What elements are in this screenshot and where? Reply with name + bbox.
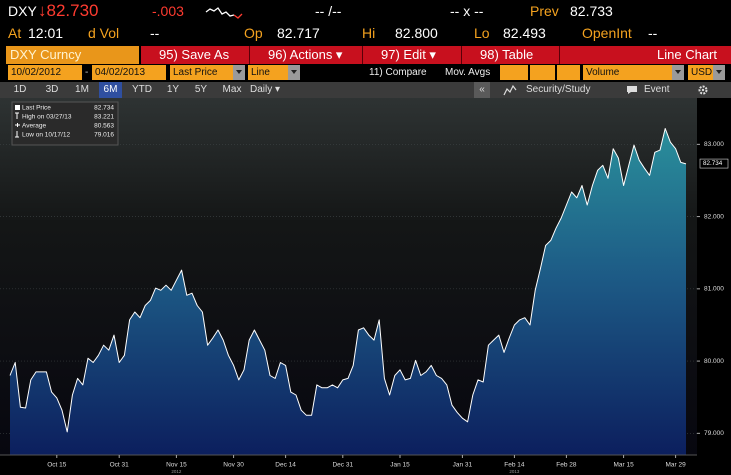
x-tick-label: Jan 15 bbox=[390, 462, 410, 469]
event-button[interactable]: Event bbox=[644, 84, 670, 95]
x-tick-label: Feb 28 bbox=[556, 462, 577, 469]
series-line bbox=[9, 128, 687, 433]
period-button[interactable]: 1D bbox=[13, 84, 27, 95]
security-study-button[interactable]: Security/Study bbox=[526, 84, 591, 95]
chart: Last Price High on 03/27/13 Average Low … bbox=[0, 98, 731, 475]
open-label: Op bbox=[244, 25, 263, 41]
x-year-label: 2013 bbox=[509, 469, 520, 474]
dropdown-arrow[interactable] bbox=[233, 65, 245, 80]
openint-value: -- bbox=[648, 25, 658, 41]
y-tick-label: 83.000 bbox=[704, 141, 724, 148]
legend-label: Last Price bbox=[22, 105, 51, 112]
legend-label: Average bbox=[22, 123, 46, 130]
period-button[interactable]: YTD bbox=[132, 84, 152, 95]
legend-icon bbox=[15, 123, 20, 127]
bid-ask: -- /-- bbox=[315, 3, 342, 19]
vol-label: d Vol bbox=[88, 25, 120, 41]
security-field[interactable]: DXY Curncy bbox=[6, 46, 139, 64]
collapse-button[interactable]: « bbox=[474, 82, 490, 98]
legend-box bbox=[11, 101, 119, 146]
high-value: 82.800 bbox=[395, 25, 438, 41]
net-change: -.003 bbox=[152, 3, 184, 19]
prev-value: 82.733 bbox=[570, 3, 613, 19]
period-bar bbox=[0, 82, 731, 98]
period-button[interactable]: 1M bbox=[75, 84, 89, 95]
bid-ask-size: -- x -- bbox=[450, 3, 484, 19]
event-icon bbox=[627, 86, 637, 94]
x-tick-label: Oct 15 bbox=[47, 462, 67, 469]
x-tick-label: Jan 31 bbox=[453, 462, 473, 469]
compare-button[interactable]: 11) Compare bbox=[369, 67, 427, 78]
mov-avg-field[interactable] bbox=[530, 65, 555, 80]
period-button[interactable]: 5Y bbox=[194, 84, 208, 95]
frequency-select[interactable]: Daily ▾ bbox=[250, 84, 281, 95]
x-tick-label: Nov 30 bbox=[223, 462, 244, 469]
currency-select[interactable]: USD bbox=[688, 65, 713, 80]
legend-value: 79.016 bbox=[94, 132, 114, 139]
legend-value: 80.563 bbox=[94, 123, 114, 130]
series-area bbox=[10, 128, 686, 455]
actions-button[interactable]: 96) Actions ▾ bbox=[250, 46, 363, 64]
legend-icon bbox=[15, 131, 19, 138]
period-button[interactable]: 1Y bbox=[166, 84, 180, 95]
dropdown-arrow[interactable] bbox=[288, 65, 300, 80]
mov-avg-field[interactable] bbox=[500, 65, 528, 80]
x-tick-label: Mar 29 bbox=[665, 462, 686, 469]
view-title: Line Chart bbox=[560, 46, 731, 64]
x-tick-label: Feb 14 bbox=[504, 462, 525, 469]
style-select[interactable]: Line bbox=[248, 65, 288, 80]
save-as-button[interactable]: 95) Save As bbox=[141, 46, 250, 64]
ticker: DXY bbox=[8, 3, 37, 19]
sparkline-icon bbox=[205, 7, 243, 19]
low-value: 82.493 bbox=[503, 25, 546, 41]
at-label: At bbox=[8, 25, 22, 41]
period-button[interactable]: 3D bbox=[45, 84, 59, 95]
y-tick-label: 80.000 bbox=[704, 358, 724, 365]
legend-label: Low on 10/17/12 bbox=[22, 132, 70, 139]
low-label: Lo bbox=[474, 25, 490, 41]
time: 12:01 bbox=[28, 25, 64, 41]
y-tick-label: 82.000 bbox=[704, 213, 724, 220]
legend-label: High on 03/27/13 bbox=[22, 114, 72, 121]
start-date[interactable]: 10/02/2012 bbox=[8, 65, 82, 80]
legend: Last Price High on 03/27/13 Average Low … bbox=[11, 101, 119, 146]
period-button-active[interactable]: 6M bbox=[99, 82, 122, 98]
last-price-tag-label: 82.734 bbox=[703, 160, 723, 167]
mov-avgs-label: Mov. Avgs bbox=[445, 67, 491, 78]
last-price-tag bbox=[699, 158, 729, 169]
dropdown-arrow[interactable] bbox=[672, 65, 684, 80]
date-dash: - bbox=[85, 67, 89, 78]
open-value: 82.717 bbox=[277, 25, 320, 41]
legend-icon bbox=[15, 112, 19, 119]
dropdown-arrow[interactable] bbox=[713, 65, 725, 80]
end-date[interactable]: 04/02/2013 bbox=[92, 65, 166, 80]
field-select[interactable]: Last Price bbox=[170, 65, 233, 80]
settings-gear[interactable] bbox=[697, 84, 709, 96]
x-tick-label: Oct 31 bbox=[110, 462, 130, 469]
mov-avg-field[interactable] bbox=[557, 65, 580, 80]
table-button[interactable]: 98) Table bbox=[462, 46, 560, 64]
vol-value: -- bbox=[150, 25, 160, 41]
study-icon bbox=[503, 84, 517, 96]
volume-select[interactable]: Volume bbox=[583, 65, 672, 80]
high-label: Hi bbox=[362, 25, 376, 41]
openint-label: OpenInt bbox=[582, 25, 632, 41]
prev-label: Prev bbox=[530, 3, 559, 19]
x-tick-label: Dec 31 bbox=[332, 462, 353, 469]
y-tick-label: 79.000 bbox=[704, 430, 724, 437]
legend-value: 82.734 bbox=[94, 105, 114, 112]
x-tick-label: Nov 15 bbox=[166, 462, 187, 469]
x-tick-label: Dec 14 bbox=[275, 462, 296, 469]
y-tick-label: 81.000 bbox=[704, 286, 724, 293]
edit-button[interactable]: 97) Edit ▾ bbox=[363, 46, 462, 64]
legend-value: 83.221 bbox=[94, 114, 114, 121]
x-year-label: 2012 bbox=[171, 469, 182, 474]
last-price: ↓82.730 bbox=[38, 1, 99, 20]
period-button[interactable]: Max bbox=[222, 84, 242, 95]
legend-icon bbox=[15, 105, 20, 110]
x-tick-label: Mar 15 bbox=[613, 462, 634, 469]
